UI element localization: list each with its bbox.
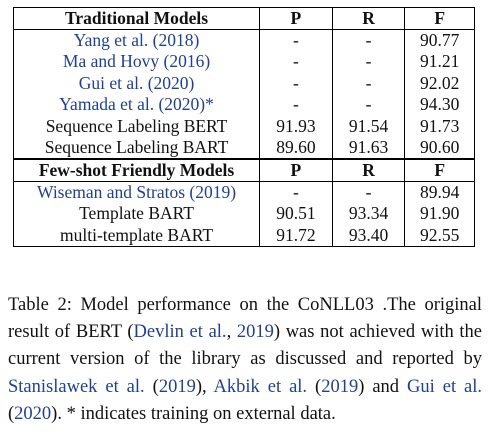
model-name-cell: Sequence Labeling BERT [12, 115, 261, 137]
precision-cell: 91.72 [259, 224, 333, 247]
precision-cell: 89.60 [259, 137, 333, 159]
model-name-cell: Sequence Labeling BART [12, 137, 261, 159]
recall-cell: 93.34 [332, 203, 406, 225]
citation-link-stanislawek[interactable]: Stanislawek et al. [8, 376, 145, 397]
caption-text: ) was not achieved with the current vers… [8, 321, 483, 370]
f1-cell: 89.94 [404, 181, 475, 203]
citation-link-gui[interactable]: Gui et al. [407, 376, 483, 397]
f1-cell: 92.55 [404, 224, 475, 247]
citation-link-devlin[interactable]: Devlin et al. [133, 321, 227, 342]
caption-text: ( [8, 404, 15, 425]
recall-cell: 93.40 [332, 224, 406, 247]
precision-cell: - [259, 94, 333, 116]
table-header-row: Traditional Models P R F [12, 7, 475, 30]
citation-link-akbik[interactable]: Akbik et al. [213, 376, 308, 397]
table-row: Sequence Labeling BART 89.60 91.63 90.60 [12, 137, 475, 159]
caption-text: Table 2: Model performance on the CoNLL0… [8, 294, 482, 342]
f1-cell: 91.21 [404, 51, 475, 73]
caption-text: ), [195, 376, 214, 397]
results-table: Traditional Models P R F Yang et al. (2018) -… [12, 7, 475, 247]
table-row: Ma and Hovy (2016) - -91.21 [12, 51, 475, 73]
precision-cell: - [259, 29, 333, 51]
table-caption: Table 2: Model performance on the CoNLL0… [8, 292, 482, 429]
recall-cell: - [332, 181, 406, 203]
recall-cell: - [332, 29, 406, 51]
precision-cell: 90.51 [259, 203, 333, 225]
caption-text: ). * indicates training on external data… [51, 404, 336, 425]
recall-cell: 91.54 [332, 115, 406, 137]
table-row: multi-template BART 91.72 93.40 92.55 [12, 224, 475, 247]
recall-cell: 91.63 [332, 137, 406, 159]
recall-cell: - [332, 51, 406, 73]
model-name-cell[interactable]: Gui et al. (2020) [12, 72, 261, 94]
header-p: P [259, 7, 333, 30]
table-row: Template BART 90.51 93.34 91.90 [12, 203, 475, 225]
precision-cell: - [259, 51, 333, 73]
header-p: P [259, 158, 333, 182]
header-f: F [404, 7, 475, 30]
caption-text: , [226, 321, 237, 342]
table-row: Yamada et al. (2020)* - -94.30 [12, 94, 475, 116]
header-model: Few-shot Friendly Models [12, 158, 261, 182]
recall-cell: - [332, 94, 406, 116]
precision-cell: 91.93 [259, 115, 333, 137]
citation-year-link-stanislawek[interactable]: 2019 [158, 376, 196, 397]
f1-cell: 92.02 [404, 72, 475, 94]
precision-cell: - [259, 72, 333, 94]
table-row: Yang et al. (2018) - -90.77 [12, 29, 475, 51]
table-header-row: Few-shot Friendly Models P R F [12, 158, 475, 182]
model-name-cell[interactable]: Yamada et al. (2020)* [12, 94, 261, 116]
header-r: R [332, 7, 406, 30]
results-table-body: Traditional Models P R F Yang et al. (2018) -… [12, 7, 475, 247]
citation-year-link-akbik[interactable]: 2019 [321, 376, 359, 397]
f1-cell: 90.77 [404, 29, 475, 51]
header-model: Traditional Models [12, 7, 261, 30]
precision-cell: - [259, 181, 333, 203]
model-name-cell[interactable]: Yang et al. (2018) [12, 29, 261, 51]
header-f: F [404, 158, 475, 182]
table-row: Wiseman and Stratos (2019) - -89.94 [12, 181, 475, 203]
caption-text: ( [144, 376, 159, 397]
model-name-cell: Template BART [12, 203, 261, 225]
recall-cell: - [332, 72, 406, 94]
caption-text: ) and [358, 376, 408, 397]
header-r: R [332, 158, 406, 182]
citation-year-link-gui[interactable]: 2020 [14, 404, 52, 425]
table-row: Gui et al. (2020) - -92.02 [12, 72, 475, 94]
f1-cell: 91.90 [404, 203, 475, 225]
f1-cell: 91.73 [404, 115, 475, 137]
f1-cell: 94.30 [404, 94, 475, 116]
model-name-cell[interactable]: Wiseman and Stratos (2019) [12, 181, 261, 203]
table-row: Sequence Labeling BERT 91.93 91.54 91.73 [12, 115, 475, 137]
model-name-cell: multi-template BART [12, 224, 261, 247]
model-name-cell[interactable]: Ma and Hovy (2016) [12, 51, 261, 73]
citation-year-link-devlin[interactable]: 2019 [236, 321, 274, 342]
f1-cell: 90.60 [404, 137, 475, 159]
caption-text: ( [307, 376, 322, 397]
